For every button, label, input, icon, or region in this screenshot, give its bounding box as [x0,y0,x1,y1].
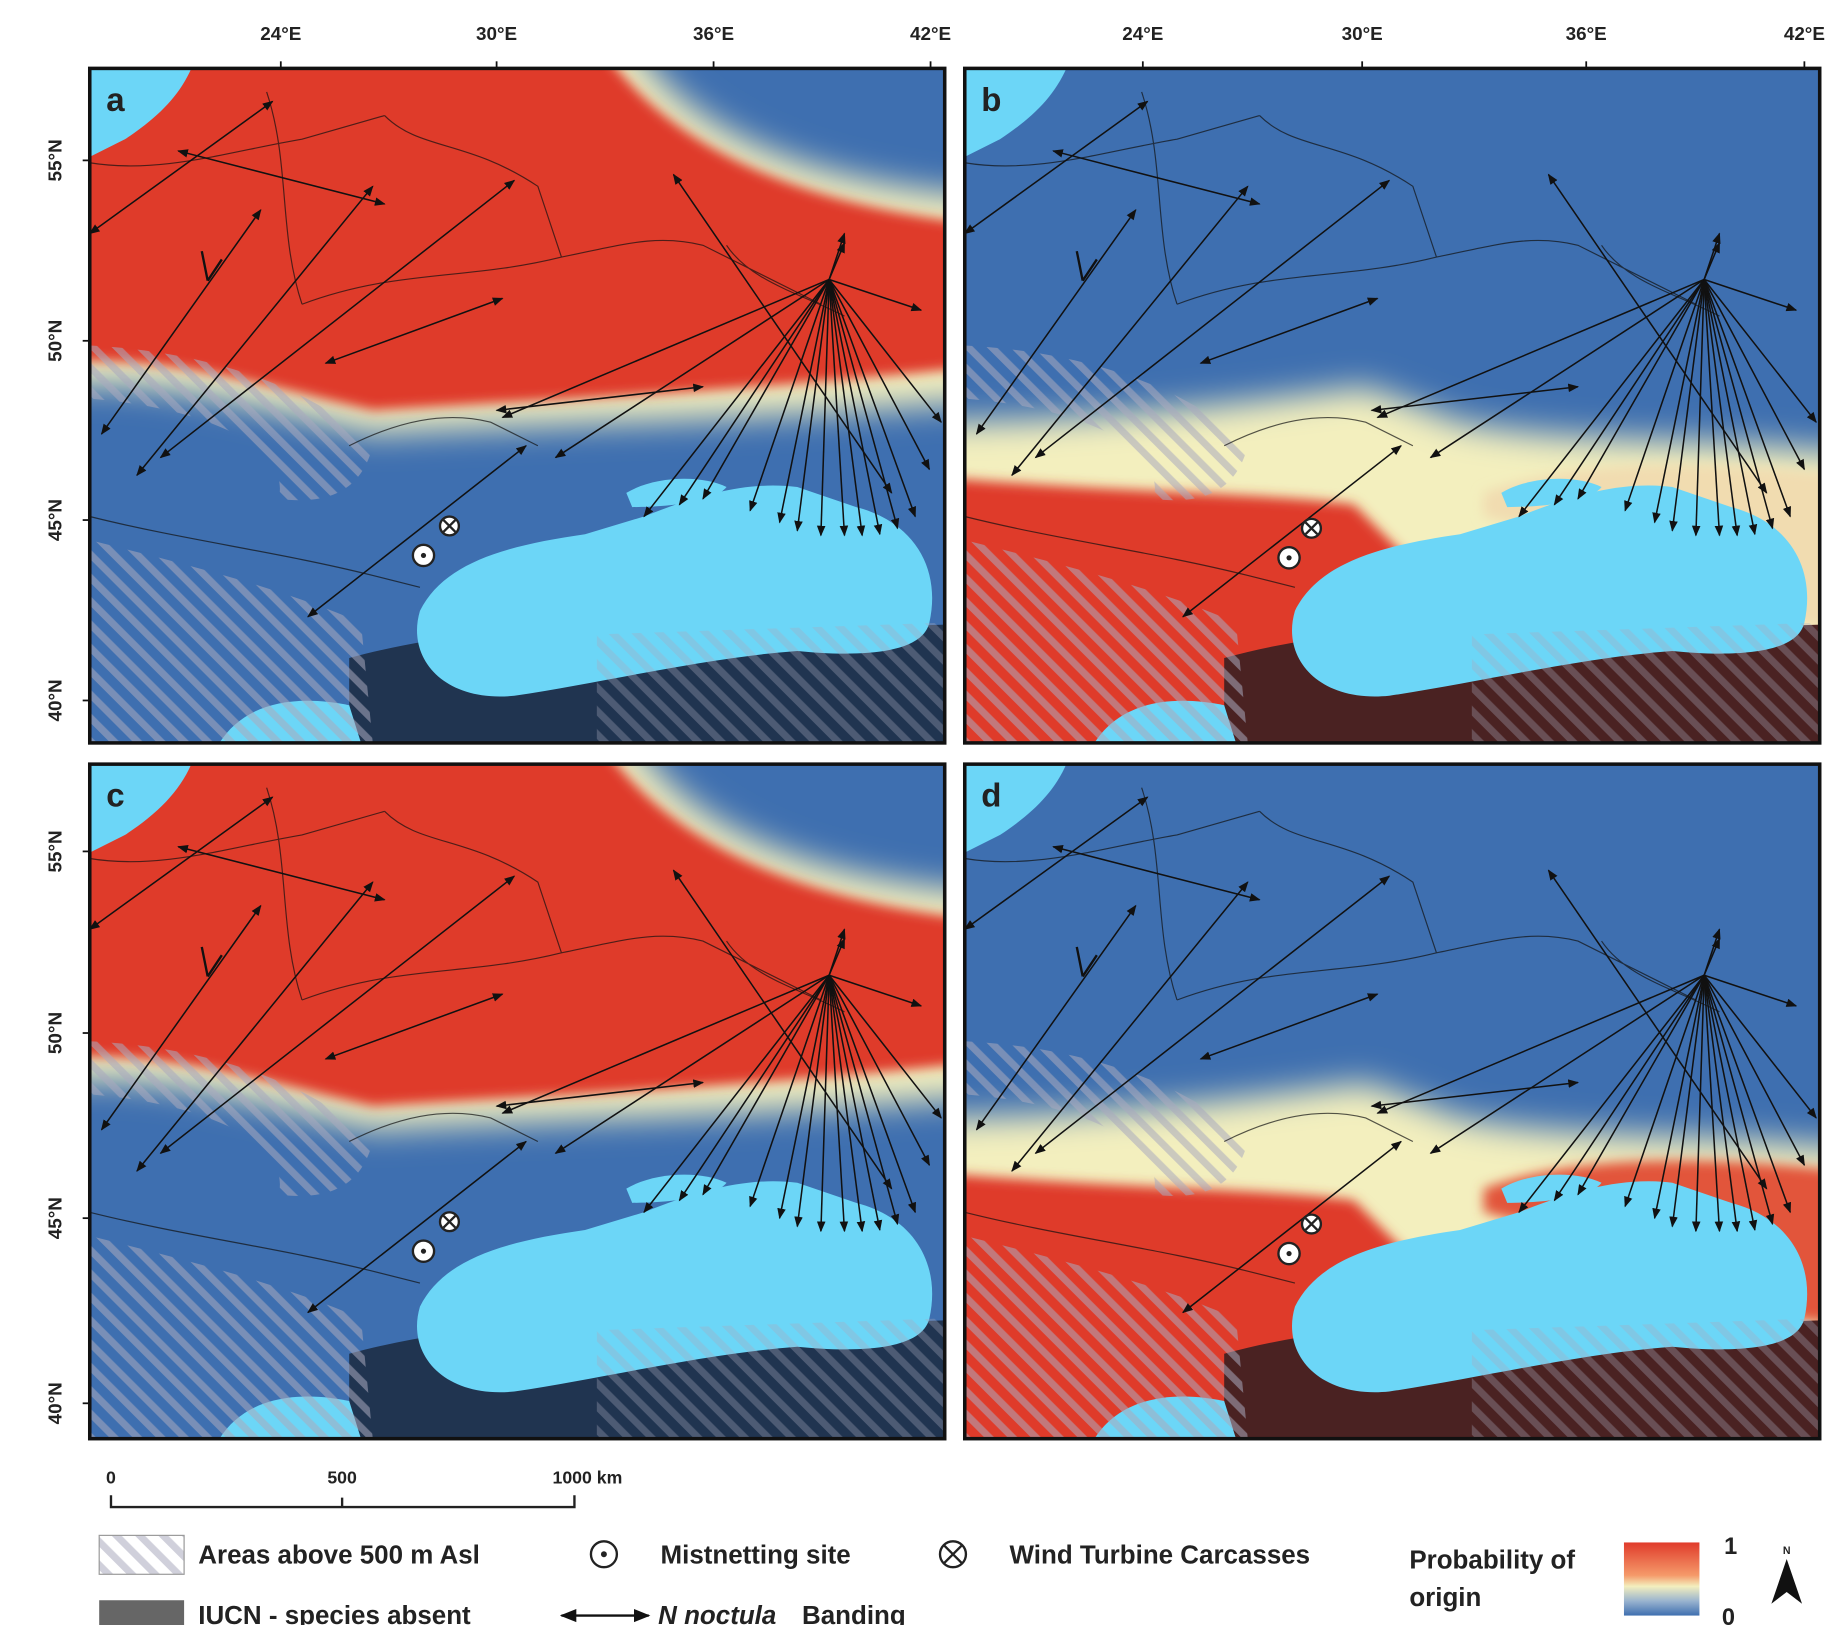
legend-label: Banding [802,1602,906,1625]
lat-label: 55°N [44,139,65,181]
map-area [964,764,1820,1439]
lon-label: 42°E [1784,23,1825,44]
turbine-site-cross [1304,1217,1319,1231]
colorbar [1623,1542,1700,1616]
scale-line [109,1495,576,1509]
panel-frame [962,762,1822,1441]
mistnet-site-dot [1286,555,1292,561]
banding-arrow [1199,297,1379,364]
turbine-site-cross [442,519,457,533]
north-arrow [1771,1558,1803,1604]
balkans-hatch [89,1235,373,1439]
panel-frame [962,66,1822,745]
balkans-hatch [89,540,373,743]
turkey-hatch [596,1318,945,1439]
map-panel: b [962,66,1822,745]
colorbar-title: Probability of [1409,1546,1575,1574]
small-arrow-symbol [1075,250,1098,282]
map-area [89,764,945,1439]
legend-label: Mistnetting site [661,1542,851,1570]
panel-frame [87,66,947,745]
lat-label: 45°N [44,1197,65,1239]
lat-label: 50°N [44,1012,65,1054]
banding-arrow [1370,1079,1580,1110]
small-arrow-symbol [200,250,223,282]
scale-label: 1000 km [553,1467,623,1487]
lon-label: 24°E [1122,23,1163,44]
north-label: N [1783,1545,1791,1557]
banding-arrow [672,869,893,1190]
banding-arrow [1182,445,1402,618]
banding-arrow [1370,383,1580,414]
colorbar-title: origin [1409,1584,1481,1612]
legend-label: N noctula [658,1602,776,1625]
banding-arrow [324,297,504,364]
panel-label: a [106,81,125,118]
banding-arrow [1547,173,1768,494]
lat-label: 50°N [44,320,65,362]
turbine-symbol [938,1540,968,1569]
lat-label: 55°N [44,830,65,872]
banding-arrow [307,1140,527,1314]
lon-label: 36°E [693,23,734,44]
banding-arrow [1547,869,1768,1190]
mistnet-site-dot [1286,1250,1292,1257]
lat-label: 45°N [44,499,65,541]
banding-arrow [672,173,893,494]
banding-arrow [495,383,705,414]
banding-arrow [1199,993,1379,1060]
lon-label: 30°E [1342,23,1383,44]
hatch-swatch [98,1534,185,1575]
scale-bar: 0 500 1000 km [106,1467,623,1509]
turkey-hatch [1471,1318,1820,1439]
mistnet-site-dot [420,552,427,559]
mistnet-site-dot [420,1248,427,1254]
panel-label: c [106,777,124,814]
small-arrow-symbol [200,946,223,978]
turkey-hatch [596,622,945,743]
map-panel: a [87,66,947,745]
banding-arrow [495,1079,705,1110]
lat-label: 40°N [44,679,65,721]
mistnet-symbol-dot [600,1551,607,1558]
lon-label: 42°E [910,23,951,44]
lon-label: 30°E [476,23,517,44]
legend-label: IUCN - species absent [198,1602,471,1625]
balkans-hatch [964,540,1248,743]
lon-label: 24°E [260,23,301,44]
iucn-swatch [99,1600,185,1625]
colorbar-high: 1 [1724,1533,1737,1559]
colorbar-low: 0 [1722,1604,1735,1625]
lon-label: 36°E [1566,23,1607,44]
turkey-hatch [1471,622,1820,743]
scale-label: 0 [106,1467,116,1487]
turbine-site-cross [442,1214,457,1229]
map-area [964,68,1820,743]
legend-label: Areas above 500 m Asl [198,1542,480,1570]
banding-arrow [324,993,504,1060]
legend: Areas above 500 m Asl Mistnetting site W… [98,1533,1803,1625]
banding-arrow [307,445,527,618]
legend-label: Wind Turbine Carcasses [1010,1542,1311,1570]
scale-label: 500 [327,1467,357,1487]
balkans-hatch [964,1235,1248,1439]
panel-frame [87,762,947,1441]
turbine-site-cross [1304,521,1319,536]
banding-arrow [1182,1140,1402,1314]
panel-label: d [981,777,1001,814]
panel-label: b [981,81,1001,118]
map-panel: d [962,762,1822,1441]
map-area [89,68,945,743]
small-arrow-symbol [1075,946,1098,978]
map-panel: c [87,762,947,1441]
lat-label: 40°N [44,1382,65,1424]
